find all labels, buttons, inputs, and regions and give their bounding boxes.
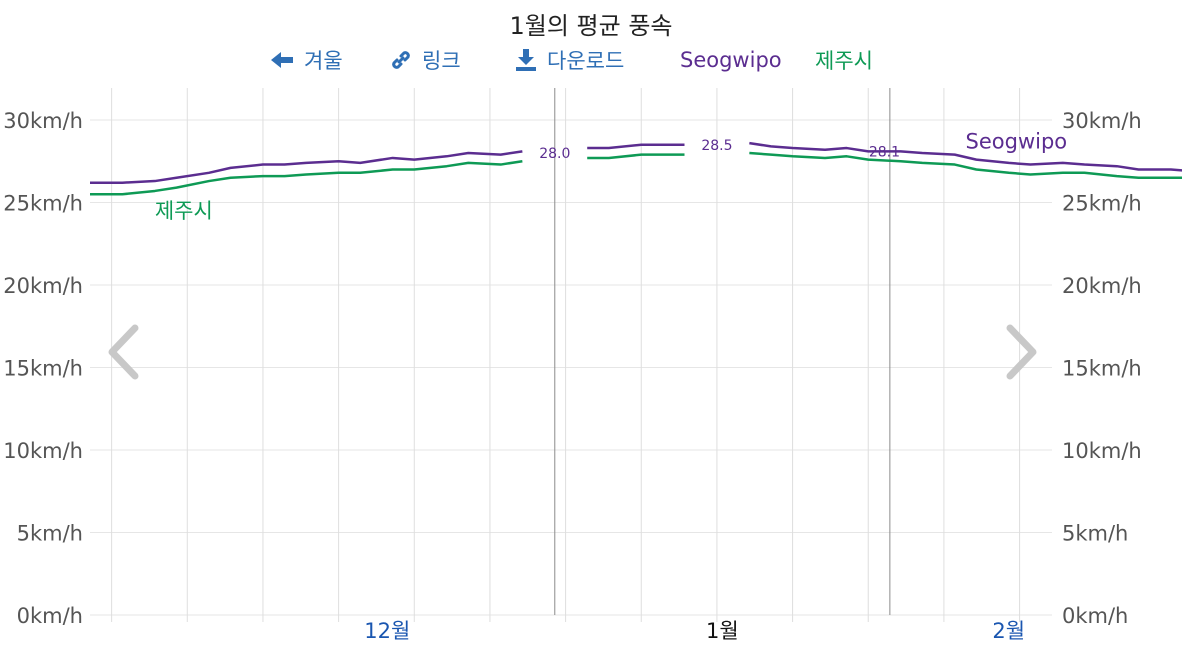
y-tick-label-right: 25km/h [1062, 192, 1142, 216]
arrow-left-icon [271, 52, 293, 68]
y-tick-label-left: 10km/h [3, 439, 83, 463]
chevron-left-icon [108, 324, 139, 380]
data-label: 28.0 [539, 146, 570, 162]
download-button-label: 다운로드 [547, 49, 625, 73]
series-line-jeju [749, 151, 1182, 179]
series-line-seogwipo [749, 141, 1182, 172]
y-tick-label-left: 25km/h [3, 192, 83, 216]
legend-item-seogwipo[interactable]: Seogwipo [680, 45, 782, 75]
series-end-label: 제주시 [155, 199, 213, 223]
link-button-label: 링크 [422, 49, 461, 73]
series-end-label: Seogwipo [966, 129, 1068, 153]
series-line-jeju [90, 160, 523, 196]
chevron-right-icon [1006, 324, 1037, 380]
link-icon [392, 51, 410, 69]
y-tick-label-right: 20km/h [1062, 274, 1142, 298]
next-month-arrow[interactable] [1006, 324, 1037, 380]
x-tick-label: 1월 [706, 619, 739, 643]
chart-title: 1월의 평균 풍속 [509, 12, 673, 40]
x-tick-label: 2월 [992, 619, 1025, 643]
y-tick-label-right: 30km/h [1062, 109, 1142, 133]
y-tick-label-right: 10km/h [1062, 439, 1142, 463]
legend-label-jeju: 제주시 [815, 49, 873, 73]
x-tick-label: 12월 [364, 619, 410, 643]
data-label: 28.5 [701, 138, 732, 154]
back-button[interactable]: 겨울 [270, 45, 343, 75]
series-line-seogwipo [587, 143, 685, 150]
legend-item-jeju[interactable]: 제주시 [815, 45, 873, 75]
back-button-label: 겨울 [304, 49, 343, 73]
series-line-jeju [587, 153, 685, 160]
y-tick-label-left: 15km/h [3, 357, 83, 381]
y-tick-label-right: 5km/h [1062, 522, 1128, 546]
y-tick-label-left: 5km/h [17, 522, 83, 546]
y-tick-label-left: 20km/h [3, 274, 83, 298]
y-tick-label-right: 0km/h [1062, 604, 1128, 628]
legend-label-seogwipo: Seogwipo [680, 48, 782, 72]
download-button[interactable]: 다운로드 [515, 45, 624, 75]
y-tick-label-left: 0km/h [17, 604, 83, 628]
data-label: 28.1 [869, 144, 900, 160]
prev-month-arrow[interactable] [108, 324, 139, 380]
link-button[interactable]: 링크 [390, 45, 461, 75]
download-icon [516, 49, 536, 71]
y-tick-label-right: 15km/h [1062, 357, 1142, 381]
y-tick-label-left: 30km/h [3, 109, 83, 133]
series-line-seogwipo [90, 150, 523, 184]
chart-toolbar: 겨울 링크 다운로드 Seogwipo 제주시 [0, 45, 1182, 75]
